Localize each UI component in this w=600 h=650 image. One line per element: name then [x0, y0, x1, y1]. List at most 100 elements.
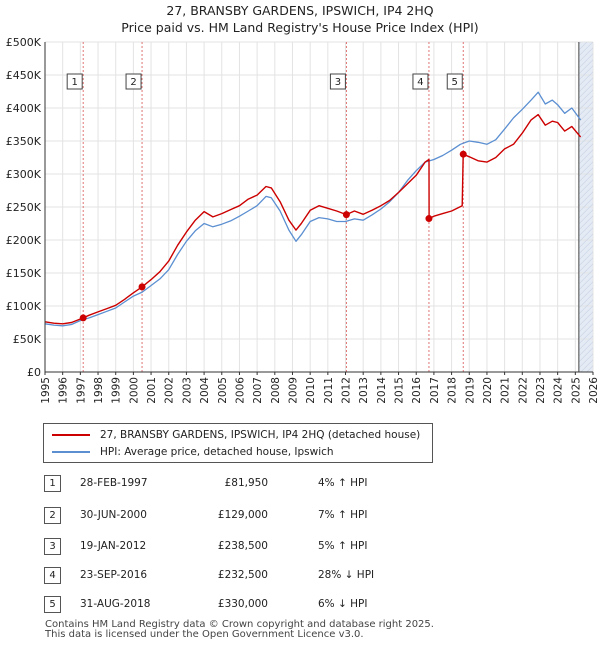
x-tick-label: 1998: [93, 377, 105, 404]
x-tick-label: 1997: [75, 377, 87, 404]
sale-row: 2 30-JUN-2000 £129,000 7% ↑ HPI: [0, 507, 600, 527]
forecast-hatch: [578, 305, 594, 321]
forecast-hatch: [578, 311, 594, 327]
forecast-hatch: [578, 203, 594, 219]
sale-hpi-change: 6% ↓ HPI: [318, 598, 368, 610]
legend: 27, BRANSBY GARDENS, IPSWICH, IP4 2HQ (d…: [43, 423, 433, 463]
x-tick-label: 2002: [164, 377, 176, 404]
sale-price: £232,500: [217, 569, 268, 581]
sale-date: 28-FEB-1997: [80, 477, 148, 489]
y-tick-label: £300K: [6, 168, 42, 181]
forecast-hatch: [578, 83, 594, 99]
sale-date: 19-JAN-2012: [80, 540, 147, 552]
legend-item-hpi: HPI: Average price, detached house, Ipsw…: [52, 444, 334, 460]
sale-marker-label: 2: [130, 77, 136, 88]
forecast-hatch: [578, 197, 594, 213]
forecast-hatch: [592, 371, 594, 372]
x-tick-label: 2026: [588, 377, 600, 404]
sale-date: 31-AUG-2018: [80, 598, 151, 610]
x-tick-label: 2023: [535, 377, 547, 404]
sale-row: 5 31-AUG-2018 £330,000 6% ↓ HPI: [0, 596, 600, 616]
footer-copyright: Contains HM Land Registry data © Crown c…: [45, 619, 434, 630]
sale-number-badge: 2: [44, 507, 61, 524]
sale-row: 4 23-SEP-2016 £232,500 28% ↓ HPI: [0, 567, 600, 587]
sale-hpi-change: 5% ↑ HPI: [318, 540, 368, 552]
sale-hpi-change: 28% ↓ HPI: [318, 569, 375, 581]
x-tick-label: 2006: [234, 377, 246, 404]
x-tick-label: 2008: [270, 377, 282, 404]
sale-point: [459, 150, 467, 158]
footer: Contains HM Land Registry data © Crown c…: [45, 620, 434, 640]
x-tick-label: 2015: [394, 377, 406, 404]
x-tick-label: 2001: [146, 377, 158, 404]
sale-date: 23-SEP-2016: [80, 569, 148, 581]
x-tick-label: 2016: [411, 377, 423, 404]
chart-title: 27, BRANSBY GARDENS, IPSWICH, IP4 2HQ: [166, 3, 434, 18]
sale-marker-label: 3: [335, 77, 341, 88]
legend-swatch-hpi: [52, 451, 90, 453]
y-tick-label: £150K: [6, 267, 42, 280]
x-tick-label: 1996: [58, 377, 70, 404]
x-tick-label: 2021: [500, 377, 512, 404]
x-tick-label: 2024: [553, 377, 565, 404]
y-tick-label: £100K: [6, 300, 42, 313]
legend-swatch-property: [52, 434, 90, 436]
sale-hpi-change: 7% ↑ HPI: [318, 509, 368, 521]
legend-label-property: 27, BRANSBY GARDENS, IPSWICH, IP4 2HQ (d…: [100, 429, 421, 441]
sale-number-badge: 4: [44, 567, 61, 584]
x-tick-label: 2017: [429, 377, 441, 404]
forecast-hatch: [578, 89, 594, 105]
sale-point: [425, 215, 433, 223]
x-tick-label: 1999: [111, 377, 123, 404]
chart-subtitle: Price paid vs. HM Land Registry's House …: [121, 20, 479, 35]
sale-hpi-change: 4% ↑ HPI: [318, 477, 368, 489]
legend-label-hpi: HPI: Average price, detached house, Ipsw…: [100, 446, 334, 458]
x-tick-label: 2025: [570, 377, 582, 404]
sale-price: £238,500: [217, 540, 268, 552]
footer-licence: This data is licensed under the Open Gov…: [45, 629, 364, 640]
y-tick-label: £400K: [6, 102, 42, 115]
x-tick-label: 2014: [376, 377, 388, 404]
y-tick-label: £500K: [6, 36, 42, 49]
legend-item-property: 27, BRANSBY GARDENS, IPSWICH, IP4 2HQ (d…: [52, 427, 420, 443]
x-tick-label: 2018: [447, 377, 459, 404]
x-tick-label: 2007: [252, 377, 264, 404]
sale-point: [79, 314, 87, 322]
y-tick-label: £50K: [13, 333, 42, 346]
y-tick-label: £450K: [6, 69, 42, 82]
x-tick-label: 2003: [181, 377, 193, 404]
y-tick-label: £350K: [6, 135, 42, 148]
sale-price: £330,000: [217, 598, 268, 610]
hpi-line: [44, 91, 582, 327]
y-tick-label: £0: [27, 366, 41, 379]
x-tick-label: 2022: [517, 377, 529, 404]
x-tick-label: 2013: [358, 377, 370, 404]
sale-price: £129,000: [217, 509, 268, 521]
sale-point: [342, 211, 350, 219]
sale-price: £81,950: [224, 477, 268, 489]
sale-marker-box: [125, 73, 142, 90]
x-tick-label: 2005: [217, 377, 229, 404]
y-tick-label: £200K: [6, 234, 42, 247]
sale-marker-label: 4: [417, 77, 423, 88]
sale-row: 3 19-JAN-2012 £238,500 5% ↑ HPI: [0, 538, 600, 558]
sale-date: 30-JUN-2000: [80, 509, 147, 521]
sale-marker-box: [329, 73, 346, 90]
x-tick-label: 2011: [323, 377, 335, 404]
x-tick-label: 2000: [128, 377, 140, 404]
forecast-hatch: [578, 95, 594, 111]
x-tick-label: 2010: [305, 377, 317, 404]
sale-marker-box: [446, 73, 463, 90]
sale-marker-box: [66, 73, 83, 90]
x-tick-label: 2009: [287, 377, 299, 404]
price-chart: 1 2 3 4 5 £0 £50K £100K £150K £200K £250K £300K £350…: [6, 36, 600, 404]
x-tick-label: 2019: [464, 377, 476, 404]
y-tick-label: £250K: [6, 201, 42, 214]
sale-marker-label: 5: [452, 77, 458, 88]
sale-number-badge: 1: [44, 475, 61, 492]
sale-number-badge: 3: [44, 538, 61, 555]
sale-marker-label: 1: [71, 77, 77, 88]
sale-number-badge: 5: [44, 596, 61, 613]
x-tick-label: 2012: [341, 377, 353, 404]
sale-row: 1 28-FEB-1997 £81,950 4% ↑ HPI: [0, 475, 600, 495]
